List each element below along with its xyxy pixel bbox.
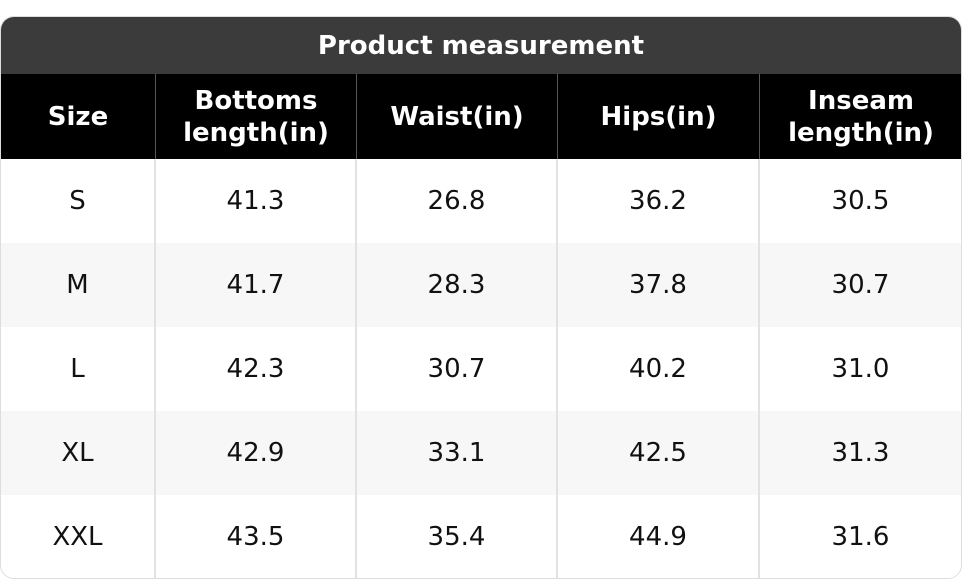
table-cell: 42.5	[558, 411, 760, 495]
table-cell: 40.2	[558, 327, 760, 411]
table-cell: L	[1, 327, 156, 411]
table-cell: 30.5	[760, 159, 961, 243]
table-cell: 30.7	[760, 243, 961, 327]
table-cell: 41.7	[156, 243, 357, 327]
table-cell: 26.8	[357, 159, 558, 243]
table-cell: 28.3	[357, 243, 558, 327]
table-cell: 30.7	[357, 327, 558, 411]
table-cell: 44.9	[558, 495, 760, 578]
table-cell: 35.4	[357, 495, 558, 578]
table-cell: XL	[1, 411, 156, 495]
table-cell: 42.9	[156, 411, 357, 495]
column-header: Inseam length(in)	[760, 74, 961, 159]
column-header: Size	[1, 74, 156, 159]
table-cell: XXL	[1, 495, 156, 578]
table-cell: 37.8	[558, 243, 760, 327]
table-cell: 31.3	[760, 411, 961, 495]
table-cell: 36.2	[558, 159, 760, 243]
table-cell: 42.3	[156, 327, 357, 411]
table-cell: S	[1, 159, 156, 243]
column-header: Bottoms length(in)	[156, 74, 357, 159]
table-cell: 31.6	[760, 495, 961, 578]
measurement-table: Product measurement Size Bottoms length(i…	[0, 16, 962, 579]
table-cell: 31.0	[760, 327, 961, 411]
column-header: Waist(in)	[357, 74, 558, 159]
table-cell: 41.3	[156, 159, 357, 243]
table-cell: 43.5	[156, 495, 357, 578]
table-cell: 33.1	[357, 411, 558, 495]
column-header: Hips(in)	[558, 74, 760, 159]
table-cell: M	[1, 243, 156, 327]
table-title: Product measurement	[1, 17, 961, 74]
